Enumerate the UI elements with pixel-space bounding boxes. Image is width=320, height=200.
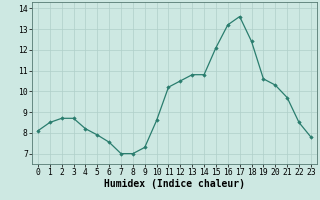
X-axis label: Humidex (Indice chaleur): Humidex (Indice chaleur) [104,179,245,189]
